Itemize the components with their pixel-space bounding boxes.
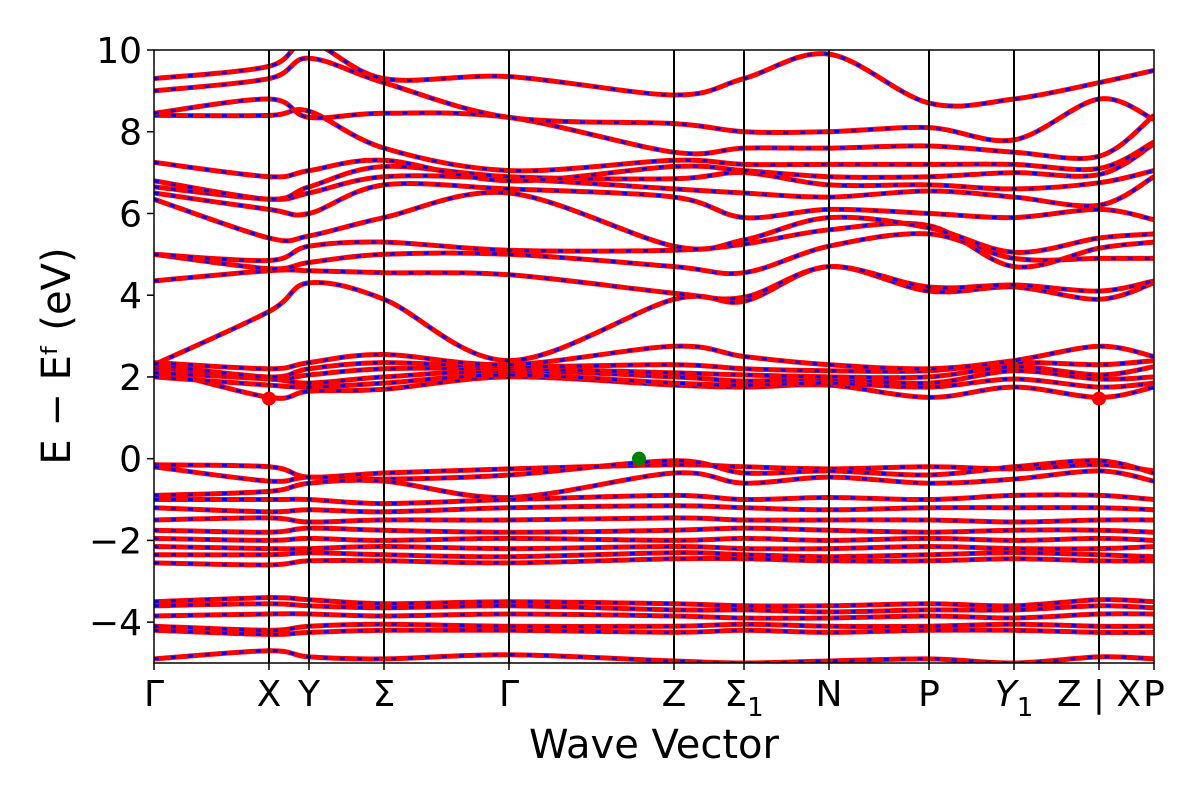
x-tick-label: Y [297, 674, 321, 715]
y-axis-title: E − Eᶠ (eV) [34, 247, 80, 464]
y-tick-label: −4 [89, 603, 142, 644]
x-tick-label: Z | X [1057, 674, 1141, 715]
band-26 [154, 220, 1154, 270]
y-tick-label: 0 [119, 440, 142, 481]
band-16 [154, 648, 1154, 663]
y-tick-label: 8 [119, 113, 142, 154]
cbm-marker-0 [262, 391, 276, 406]
x-tick-label: P [918, 674, 940, 715]
x-tick-label: Y1 [995, 674, 1034, 723]
y-tick-label: 10 [96, 31, 142, 72]
band-35-overlay [154, 50, 1154, 108]
band-34-overlay [154, 56, 1154, 143]
band-27-overlay [154, 190, 1154, 254]
x-tick-label: Γ [499, 674, 519, 715]
band-35 [154, 50, 1154, 109]
vbm-marker-2 [632, 451, 646, 466]
x-axis-title: Wave Vector [529, 722, 780, 768]
x-tick-label: P [1143, 674, 1165, 715]
x-tick-label: Γ [144, 674, 164, 715]
band-27 [154, 189, 1154, 255]
plot-area [154, 50, 1154, 663]
y-tick-label: −2 [89, 521, 142, 562]
y-tick-label: 2 [119, 358, 142, 399]
x-tick-label: Σ [373, 674, 396, 715]
x-tick-label: Z [662, 674, 687, 715]
y-tick-label: 6 [119, 194, 142, 235]
cbm-marker-1 [1092, 391, 1106, 406]
y-tick-label: 4 [119, 276, 142, 317]
x-tick-label: Σ1 [724, 674, 763, 723]
x-tick-label: X [257, 674, 282, 715]
x-tick-label: N [816, 674, 843, 715]
plot-frame [153, 49, 1155, 664]
